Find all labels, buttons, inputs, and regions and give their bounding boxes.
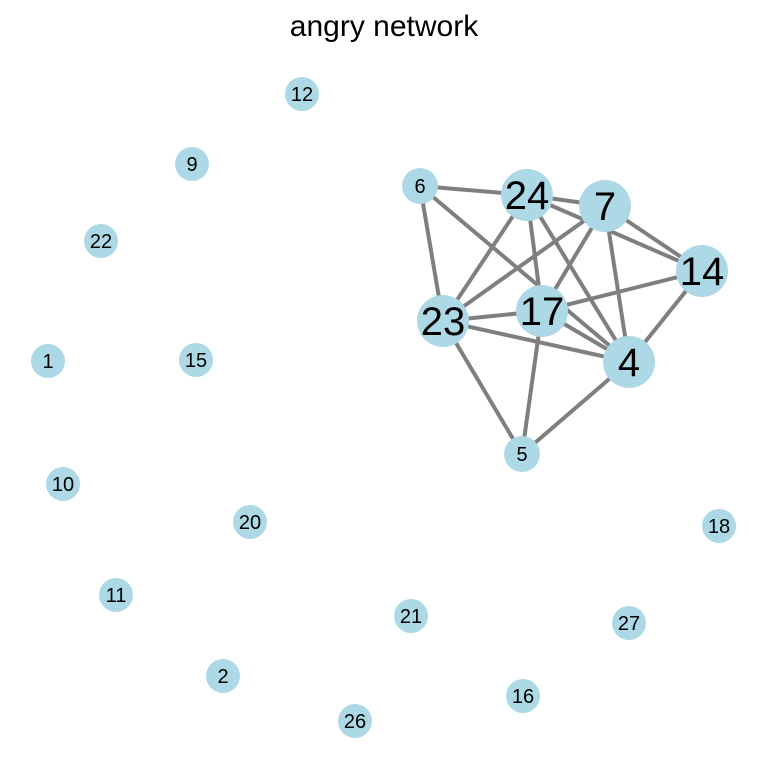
node-label-14: 14	[680, 250, 725, 294]
node-26: 26	[338, 704, 372, 738]
node-label-12: 12	[291, 84, 313, 106]
node-5: 5	[504, 436, 540, 472]
node-16: 16	[506, 679, 540, 713]
node-24: 24	[501, 169, 553, 221]
node-circle-16	[506, 679, 540, 713]
node-label-15: 15	[185, 350, 207, 372]
node-label-4: 4	[618, 341, 640, 385]
node-label-7: 7	[594, 185, 616, 229]
node-17: 17	[516, 285, 568, 337]
node-12: 12	[285, 77, 319, 111]
node-21: 21	[394, 599, 428, 633]
node-23: 23	[417, 295, 469, 347]
node-circle-2	[206, 659, 240, 693]
node-circle-12	[285, 77, 319, 111]
node-label-22: 22	[90, 231, 112, 253]
node-circle-4	[603, 336, 655, 388]
node-label-5: 5	[516, 444, 527, 466]
node-circle-20	[233, 505, 267, 539]
node-circle-17	[516, 285, 568, 337]
node-9: 9	[175, 147, 209, 181]
node-11: 11	[99, 578, 133, 612]
node-label-27: 27	[618, 613, 640, 635]
node-circle-14	[676, 245, 728, 297]
node-7: 7	[579, 180, 631, 232]
node-circle-18	[702, 509, 736, 543]
node-circle-27	[612, 606, 646, 640]
node-label-20: 20	[239, 512, 261, 534]
node-label-9: 9	[186, 154, 197, 176]
node-22: 22	[84, 224, 118, 258]
node-label-23: 23	[421, 300, 466, 344]
node-4: 4	[603, 336, 655, 388]
node-circle-11	[99, 578, 133, 612]
node-circle-7	[579, 180, 631, 232]
node-circle-22	[84, 224, 118, 258]
node-circle-26	[338, 704, 372, 738]
node-label-17: 17	[520, 290, 565, 334]
node-6: 6	[402, 168, 438, 204]
node-20: 20	[233, 505, 267, 539]
edge-7-4	[603, 205, 631, 363]
chart-title: angry network	[289, 10, 479, 43]
node-circle-1	[31, 344, 65, 378]
node-label-2: 2	[217, 666, 228, 688]
node-18: 18	[702, 509, 736, 543]
node-15: 15	[179, 343, 213, 377]
node-circle-24	[501, 169, 553, 221]
node-2: 2	[206, 659, 240, 693]
node-label-11: 11	[106, 585, 127, 607]
node-label-6: 6	[414, 176, 425, 198]
node-circle-10	[46, 467, 80, 501]
edge-24-14	[526, 193, 703, 273]
node-1: 1	[31, 344, 65, 378]
edge-6-4	[418, 184, 631, 364]
node-circle-15	[179, 343, 213, 377]
node-label-24: 24	[505, 174, 550, 218]
node-circle-23	[417, 295, 469, 347]
node-label-1: 1	[42, 351, 53, 373]
node-label-10: 10	[52, 474, 74, 496]
node-label-16: 16	[512, 686, 534, 708]
node-circle-6	[402, 168, 438, 204]
edge-24-4	[525, 193, 631, 364]
node-label-18: 18	[708, 516, 730, 538]
node-label-26: 26	[344, 711, 366, 733]
node-27: 27	[612, 606, 646, 640]
node-10: 10	[46, 467, 80, 501]
edge-7-23	[441, 204, 607, 323]
node-circle-5	[504, 436, 540, 472]
edge-14-17	[541, 269, 703, 313]
node-circle-21	[394, 599, 428, 633]
node-14: 14	[676, 245, 728, 297]
node-circle-9	[175, 147, 209, 181]
node-label-21: 21	[400, 606, 422, 628]
node-layer: 12 9 22 1 15 10 20 11 2 26 21 16 27 18 6 24 7 14 23 17 4 5	[31, 77, 736, 738]
